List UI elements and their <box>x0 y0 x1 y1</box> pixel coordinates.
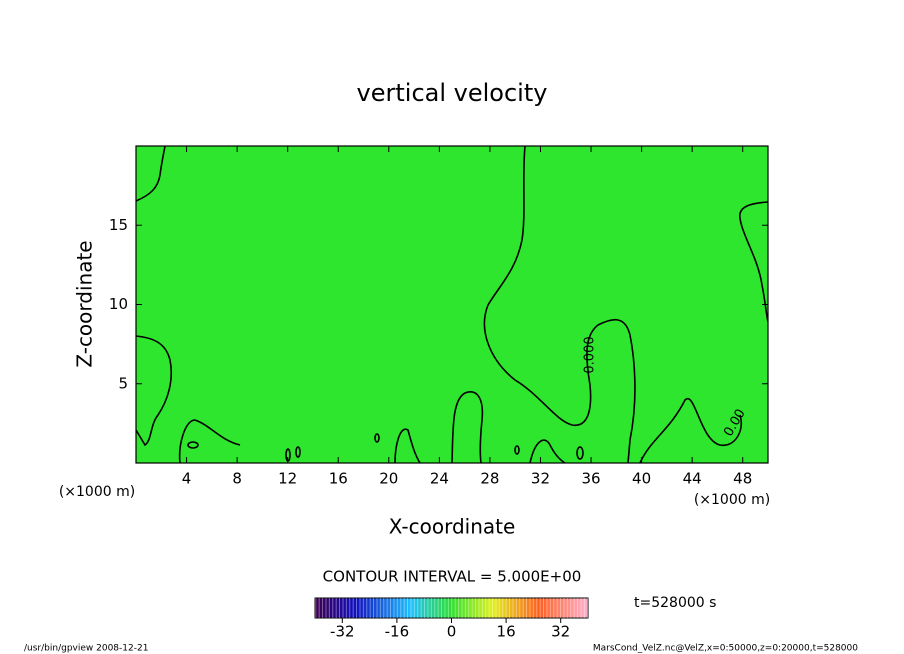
colorbar-tick-label: 0 <box>447 623 457 641</box>
x-tick-label: 32 <box>531 470 550 488</box>
x-tick-label: 40 <box>632 470 651 488</box>
x-tick-label: 48 <box>733 470 752 488</box>
colorbar-tick-label: 16 <box>497 623 516 641</box>
footer-left: /usr/bin/gpview 2008-12-21 <box>24 644 148 654</box>
x-tick-label: 20 <box>379 470 398 488</box>
contour-line <box>576 446 584 460</box>
contour-interval: CONTOUR INTERVAL = 5.000E+00 <box>323 568 582 586</box>
x-tick-label: 16 <box>329 470 348 488</box>
contour-line <box>451 391 484 463</box>
y-tick-label: 15 <box>109 216 128 234</box>
y-tick-label: 10 <box>109 295 128 313</box>
colorbar-tick-label: 32 <box>551 623 570 641</box>
contours <box>136 146 768 463</box>
x-tick-label: 28 <box>480 470 499 488</box>
x-tick-label: 4 <box>182 470 192 488</box>
x-tick-label: 8 <box>232 470 242 488</box>
x-axis-label: X-coordinate <box>389 515 516 539</box>
contour-line <box>483 146 636 463</box>
title: vertical velocity <box>357 79 548 107</box>
colorbar-tick-label: -16 <box>385 623 410 641</box>
contour-line <box>178 419 241 463</box>
contour-line <box>136 146 166 202</box>
contour-line <box>295 446 301 458</box>
x-tick-label: 44 <box>683 470 702 488</box>
y-axis-label: Z-coordinate <box>73 240 97 367</box>
x-unit-label: (×1000 m) <box>59 484 135 500</box>
colorbar-stripes <box>315 598 588 618</box>
x-tick-label: 12 <box>278 470 297 488</box>
contour-line <box>136 335 173 447</box>
contour-line <box>639 397 742 463</box>
x-tick-label: 36 <box>581 470 600 488</box>
contour-line <box>187 441 199 449</box>
contour-label: 0.000 <box>583 336 598 373</box>
contour-line <box>374 433 380 443</box>
footer-right: MarsCond_VelZ.nc@VelZ,x=0:50000,z=0:2000… <box>593 644 858 654</box>
contour-line <box>514 445 520 455</box>
y-tick-label: 5 <box>118 374 128 392</box>
field <box>136 146 768 463</box>
time-label: t=528000 s <box>634 595 716 611</box>
x-unit-label: (×1000 m) <box>694 492 770 508</box>
colorbar-tick-label: -32 <box>330 623 355 641</box>
contour-line <box>394 428 421 463</box>
contour-line <box>529 439 566 463</box>
x-tick-label: 24 <box>430 470 449 488</box>
